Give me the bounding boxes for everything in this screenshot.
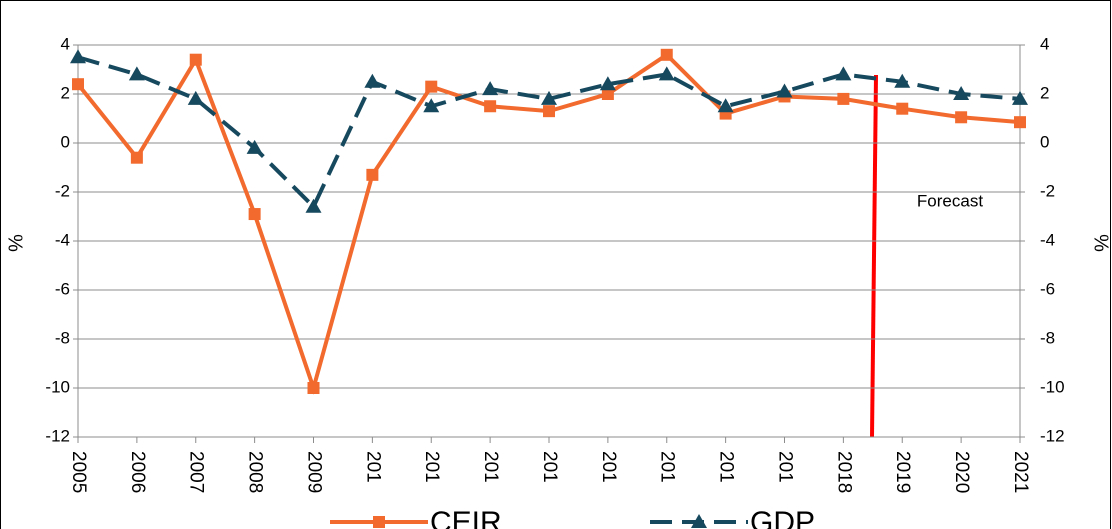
- y-tick-label: 2: [61, 83, 70, 102]
- x-tick-label: 2006: [127, 451, 148, 493]
- data-point: [835, 66, 852, 81]
- data-point: [953, 86, 970, 100]
- data-point: [1014, 116, 1026, 129]
- x-tick-label: 201: [362, 451, 383, 483]
- x-tick-label: 2021: [1010, 451, 1031, 493]
- data-point: [307, 382, 320, 394]
- data-point: [484, 100, 497, 113]
- data-point: [837, 92, 850, 105]
- data-point: [248, 208, 261, 221]
- y-tick-label: -6: [55, 279, 70, 298]
- data-point: [894, 73, 911, 88]
- data-point: [425, 80, 438, 93]
- x-tick-label: 201: [598, 451, 619, 483]
- data-point: [660, 48, 673, 61]
- data-point: [541, 90, 557, 105]
- data-point: [717, 98, 734, 113]
- data-point: [601, 88, 614, 100]
- data-point: [482, 81, 499, 96]
- x-tick-label: 2018: [833, 451, 854, 493]
- data-point: [543, 105, 555, 118]
- x-tick-label: 201: [716, 451, 737, 483]
- data-point: [128, 66, 145, 81]
- legend-marker: [373, 516, 385, 528]
- data-point: [305, 198, 322, 213]
- x-tick-label: 201: [657, 451, 678, 483]
- data-point: [1012, 90, 1028, 105]
- y2-tick-label: -10: [1040, 377, 1065, 396]
- data-point: [70, 49, 86, 64]
- y-tick-label: -2: [55, 181, 70, 200]
- x-tick-label: 2020: [951, 451, 972, 493]
- y2-tick-label: 4: [1040, 34, 1049, 53]
- x-tick-label: 2019: [892, 451, 913, 493]
- data-point: [366, 168, 379, 181]
- y2-axis-label: %: [1090, 234, 1112, 252]
- y2-tick-label: -2: [1040, 181, 1055, 200]
- x-tick-label: 201: [421, 451, 442, 483]
- x-tick-label: 2008: [245, 451, 266, 493]
- x-tick-label: 2007: [186, 451, 207, 493]
- y2-tick-label: 0: [1040, 132, 1049, 151]
- x-tick-label: 201: [539, 451, 560, 483]
- annotation: Forecast: [917, 191, 983, 210]
- data-point: [896, 102, 909, 115]
- y-axis-label: %: [4, 234, 26, 252]
- data-point: [189, 53, 202, 66]
- x-tick-label: 201: [480, 451, 501, 483]
- data-point: [423, 98, 440, 113]
- y-tick-label: 0: [61, 132, 70, 151]
- data-point: [599, 76, 616, 91]
- y-tick-label: -10: [45, 377, 70, 396]
- y2-tick-label: -4: [1040, 230, 1055, 249]
- y-tick-label: -4: [55, 230, 70, 249]
- y2-tick-label: -8: [1040, 328, 1055, 347]
- data-point: [364, 73, 381, 88]
- data-point: [130, 151, 143, 164]
- data-point: [955, 111, 968, 124]
- data-point: [246, 139, 263, 154]
- y-tick-label: 4: [61, 34, 70, 53]
- data-point: [72, 78, 84, 91]
- y2-tick-label: -12: [1040, 426, 1065, 445]
- y-tick-label: -8: [55, 328, 70, 347]
- x-tick-label: 201: [774, 451, 795, 483]
- data-point: [187, 90, 204, 105]
- data-point: [776, 83, 793, 98]
- x-tick-label: 2009: [303, 451, 324, 493]
- forecast-divider: [870, 74, 878, 438]
- data-point: [658, 66, 675, 81]
- legend-marker: [691, 514, 707, 528]
- legend-label: GDP: [750, 506, 815, 529]
- legend-label: CEIR: [430, 506, 502, 529]
- x-tick-label: 2005: [68, 451, 89, 493]
- y2-tick-label: 2: [1040, 83, 1049, 102]
- y-tick-label: -12: [45, 426, 70, 445]
- y2-tick-label: -6: [1040, 279, 1055, 298]
- series-line: [77, 55, 1021, 211]
